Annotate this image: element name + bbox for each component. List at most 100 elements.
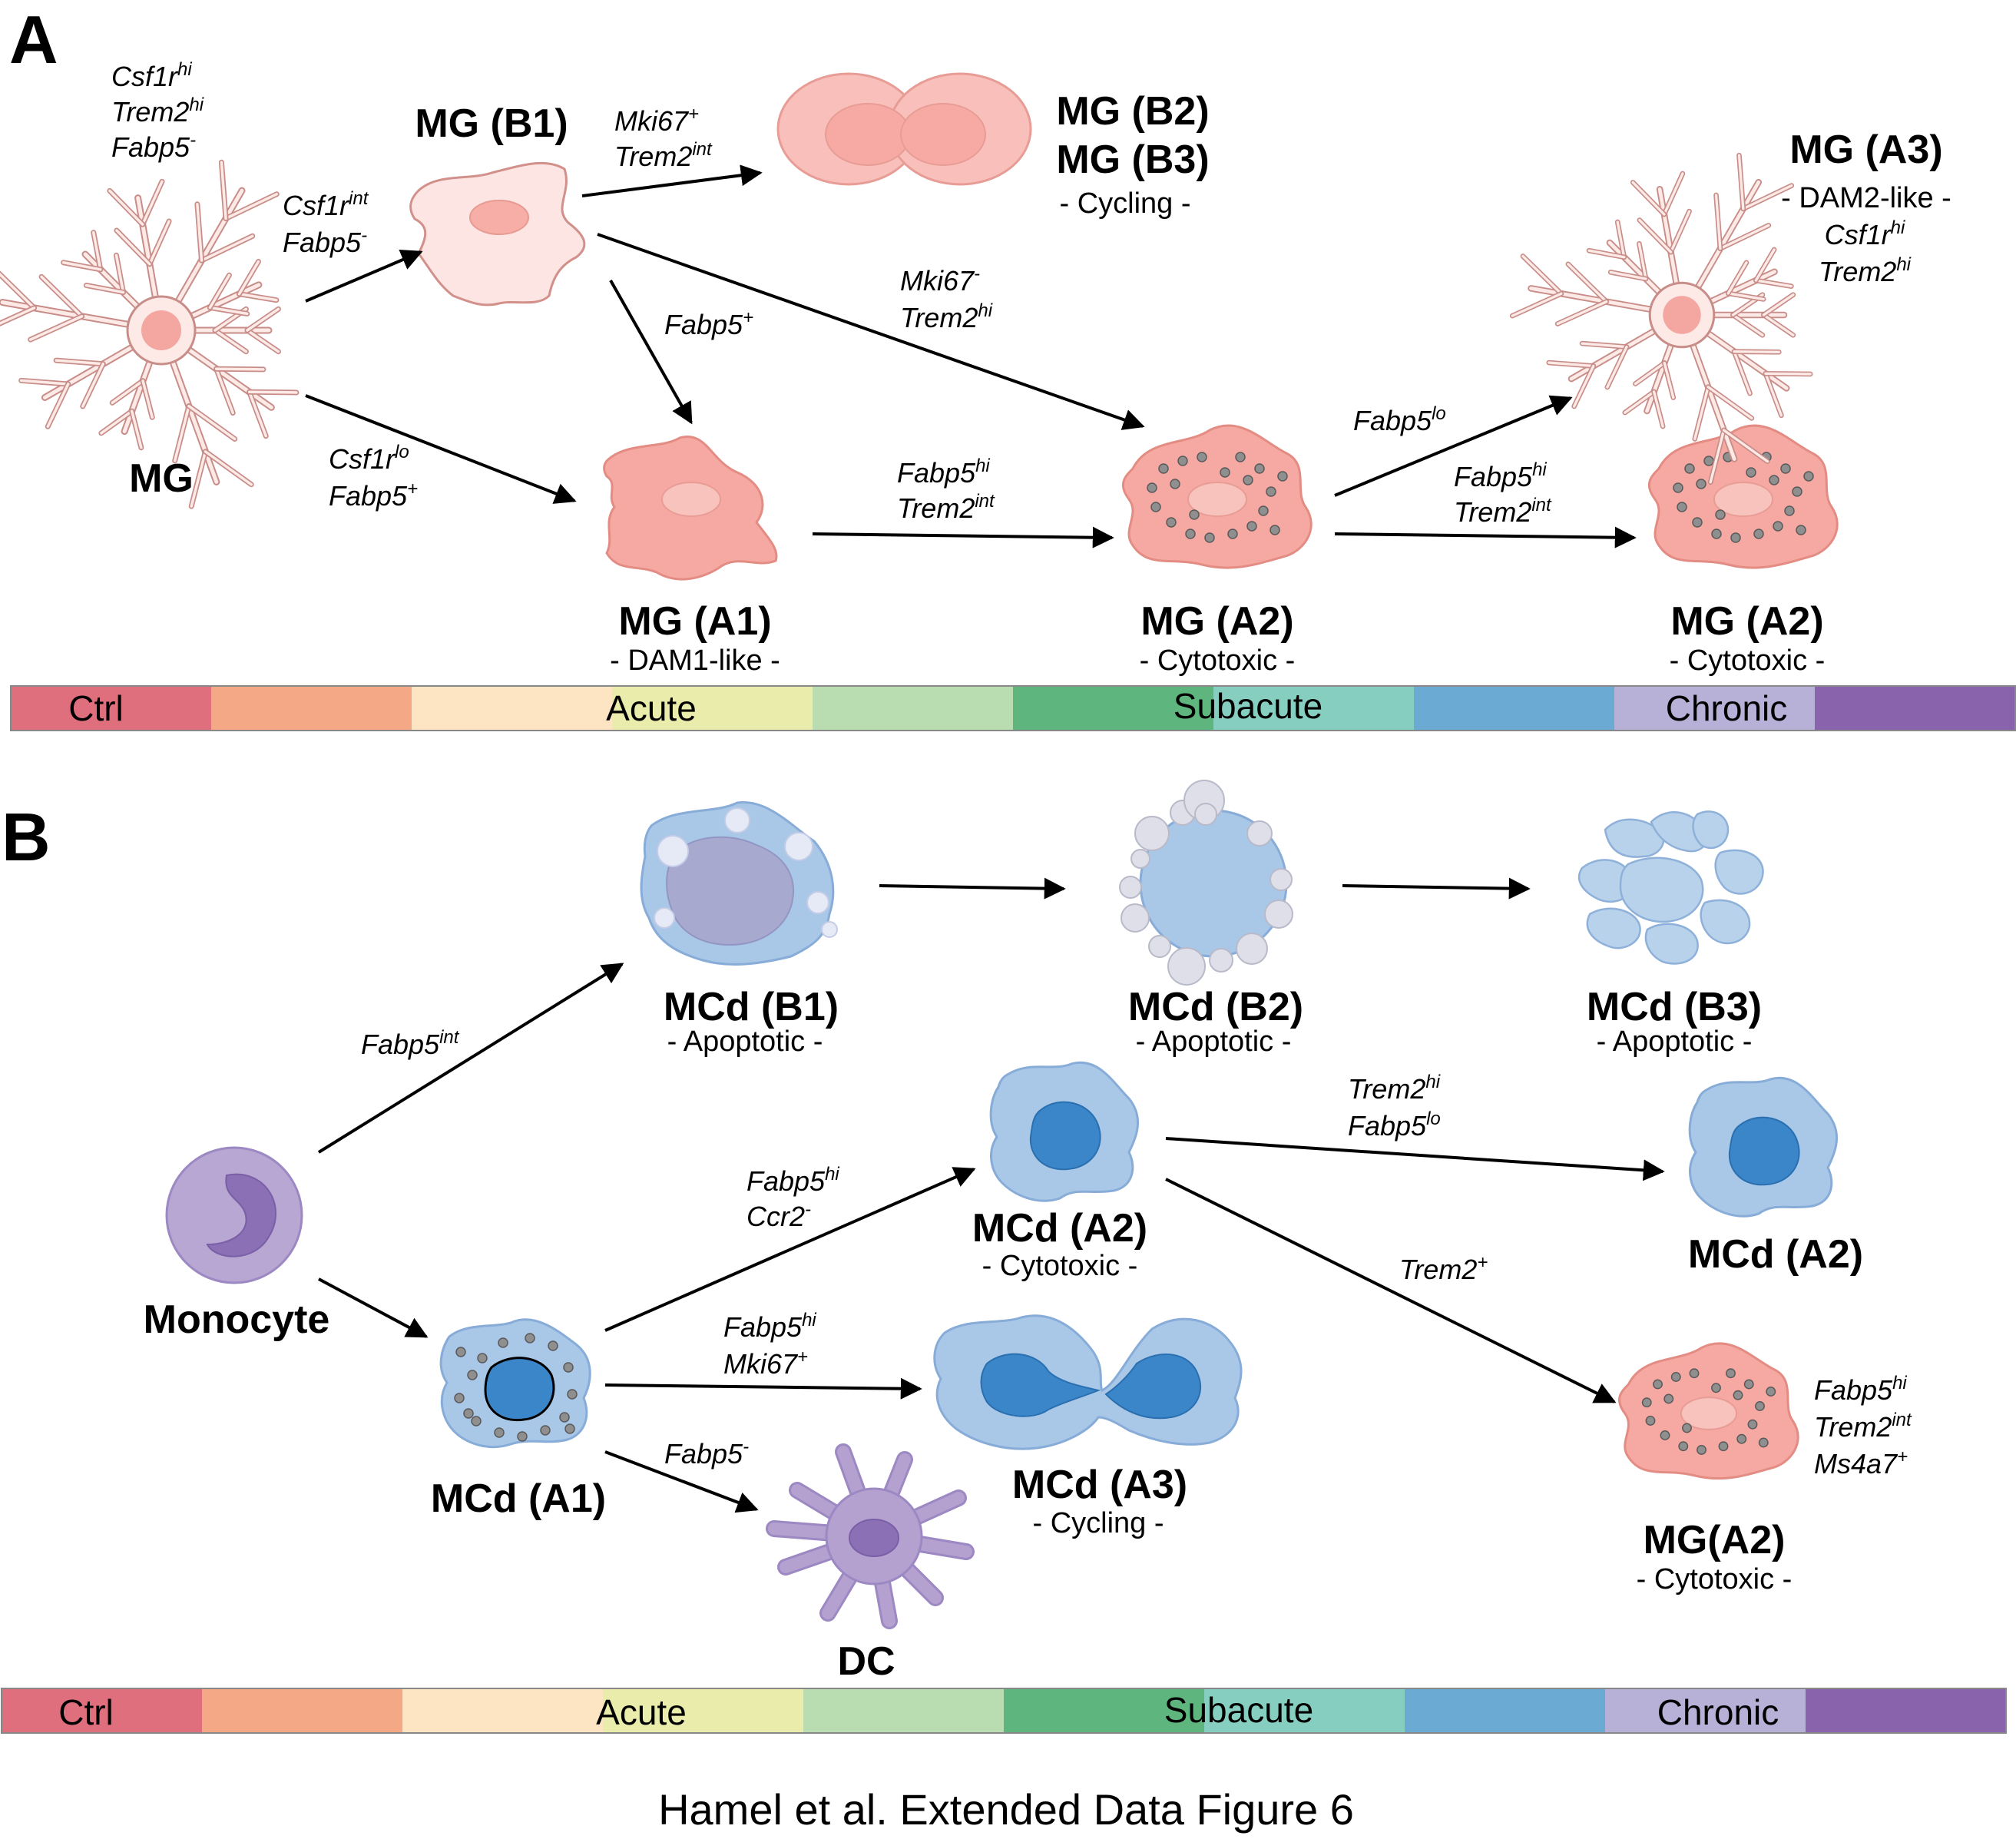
- granule: [1663, 1393, 1674, 1404]
- mg-a2-cell-icon: [1121, 424, 1313, 569]
- microglia-branch: [1631, 181, 1666, 216]
- microglia-branch: [1742, 184, 1793, 210]
- mcd-a3-subtitle: - Cycling -: [1032, 1507, 1164, 1539]
- mcd-b2-label: MCd (B2): [1128, 985, 1303, 1029]
- microglia-branch: [1764, 372, 1783, 417]
- marker-level-label: int: [439, 1027, 460, 1048]
- marker-level-label: +: [743, 307, 753, 328]
- granule: [540, 1425, 551, 1436]
- marker-level-label: int: [1531, 495, 1552, 515]
- granule: [1682, 1423, 1692, 1433]
- granule: [1220, 467, 1230, 478]
- marker-mono-to-b1: Fabp5int: [361, 1027, 460, 1060]
- timeline-outline: [10, 685, 2016, 731]
- microglia-branch: [1693, 386, 1710, 441]
- granule: [494, 1427, 505, 1438]
- microglia-branch: [1581, 342, 1628, 349]
- microglia-branch: [1663, 361, 1675, 399]
- arrow-mg-to-b1: [305, 250, 423, 303]
- marker-gene-label: Trem2int: [897, 491, 995, 524]
- marker-gene-label: Fabp5hi: [746, 1164, 839, 1197]
- marker-level-label: -: [974, 263, 980, 284]
- mg-a2-right-label: MG (A2): [1670, 599, 1823, 644]
- arrow-b1-to-b2: [879, 877, 1066, 900]
- microglia-branch: [115, 229, 151, 266]
- marker-level-label: hi: [978, 300, 992, 321]
- granule: [1689, 1368, 1700, 1379]
- marker-gene-label: Mki67-: [900, 263, 980, 297]
- mg-b3-label: MG (B3): [1056, 138, 1209, 182]
- microglia-branch: [1737, 154, 1745, 210]
- timeline-segment: [211, 686, 412, 731]
- microglia-branch: [55, 359, 104, 366]
- arrow-mono-to-a1: [318, 1277, 429, 1338]
- microglia-branch: [1521, 254, 1563, 295]
- microglia-branch: [200, 234, 254, 262]
- arrow-a1-to-a3: [604, 1377, 922, 1400]
- granule: [567, 1389, 578, 1400]
- mg-a2-panel-b-subtitle: - Cytotoxic -: [1637, 1563, 1793, 1595]
- marker-level-label: int: [1892, 1410, 1912, 1430]
- granule: [1678, 1441, 1689, 1452]
- mcd-b1-label: MCd (B1): [664, 985, 839, 1029]
- marker-gene-label: Fabp5+: [329, 479, 418, 512]
- marker-gene-label: Trem2hi: [1348, 1072, 1441, 1105]
- marker-level-label: +: [1897, 1446, 1908, 1467]
- granule: [1697, 1445, 1706, 1455]
- microglia-branch: [196, 203, 204, 262]
- granule: [1653, 1379, 1663, 1390]
- marker-a2-to-a3: Fabp5lo: [1353, 403, 1446, 436]
- granule: [1166, 517, 1177, 528]
- timeline-segment: [603, 1688, 804, 1733]
- marker-level-label: -: [190, 130, 196, 151]
- microglia-branch: [148, 220, 170, 266]
- granule: [1796, 525, 1806, 535]
- microglia-branch: [214, 329, 248, 353]
- microglia-branch: [246, 307, 280, 332]
- mg-a2-right-subtitle: - Cytotoxic -: [1670, 644, 1826, 677]
- marker-gene-label: Fabp5-: [111, 130, 196, 163]
- marker-a1-to-a3: Fabp5hi Mki67+: [723, 1310, 816, 1380]
- granule: [1243, 475, 1253, 485]
- microglia-branch: [1548, 361, 1595, 368]
- mg-b-cycling-label: - Cycling -: [1059, 187, 1190, 220]
- marker-b1-to-b2: Mki67+Trem2int: [614, 104, 713, 172]
- marker-level-label: hi: [825, 1164, 839, 1185]
- microglia-branch: [173, 404, 190, 462]
- granule: [1147, 482, 1157, 493]
- granule: [1753, 529, 1764, 539]
- granule: [1270, 525, 1280, 535]
- granule: [1246, 521, 1257, 532]
- granule: [1277, 471, 1288, 482]
- microglia-branch: [190, 450, 207, 508]
- granule: [1258, 505, 1269, 516]
- microglia-branch: [0, 272, 36, 310]
- microglia-branch: [1624, 390, 1656, 414]
- granule: [1670, 1372, 1681, 1382]
- microglia-branch: [247, 390, 268, 438]
- microglia-branch: [1669, 210, 1691, 253]
- microglia-branch: [204, 450, 253, 486]
- granule: [1769, 475, 1779, 485]
- marker-a1-to-dc: Fabp5-: [664, 1436, 749, 1470]
- arrow-a2-to-a2: [1334, 526, 1637, 548]
- granule: [1784, 505, 1795, 516]
- mcd-b1-apoptotic-icon: [640, 801, 838, 966]
- mg-label: MG: [129, 456, 194, 501]
- marker-level-label: int: [692, 139, 713, 160]
- microglia-branch: [237, 292, 278, 302]
- timeline-segment: [1204, 1688, 1405, 1733]
- marker-a2-to-mg: Trem2+: [1399, 1252, 1488, 1285]
- granule: [1692, 517, 1703, 528]
- granule: [1677, 502, 1687, 512]
- mg-a3-subtitle: - DAM2-like -: [1781, 182, 1951, 214]
- marker-mg-to-a1: Csf1rlo Fabp5+: [329, 442, 418, 512]
- marker-gene-label: Fabp5hi: [897, 456, 990, 489]
- mcd-a1-cell-icon: [439, 1318, 591, 1449]
- microglia-branch: [1726, 292, 1765, 301]
- marker-gene-label: Mki67+: [723, 1347, 808, 1380]
- microglia-branch: [1609, 270, 1647, 280]
- timeline-segment: [813, 686, 1014, 731]
